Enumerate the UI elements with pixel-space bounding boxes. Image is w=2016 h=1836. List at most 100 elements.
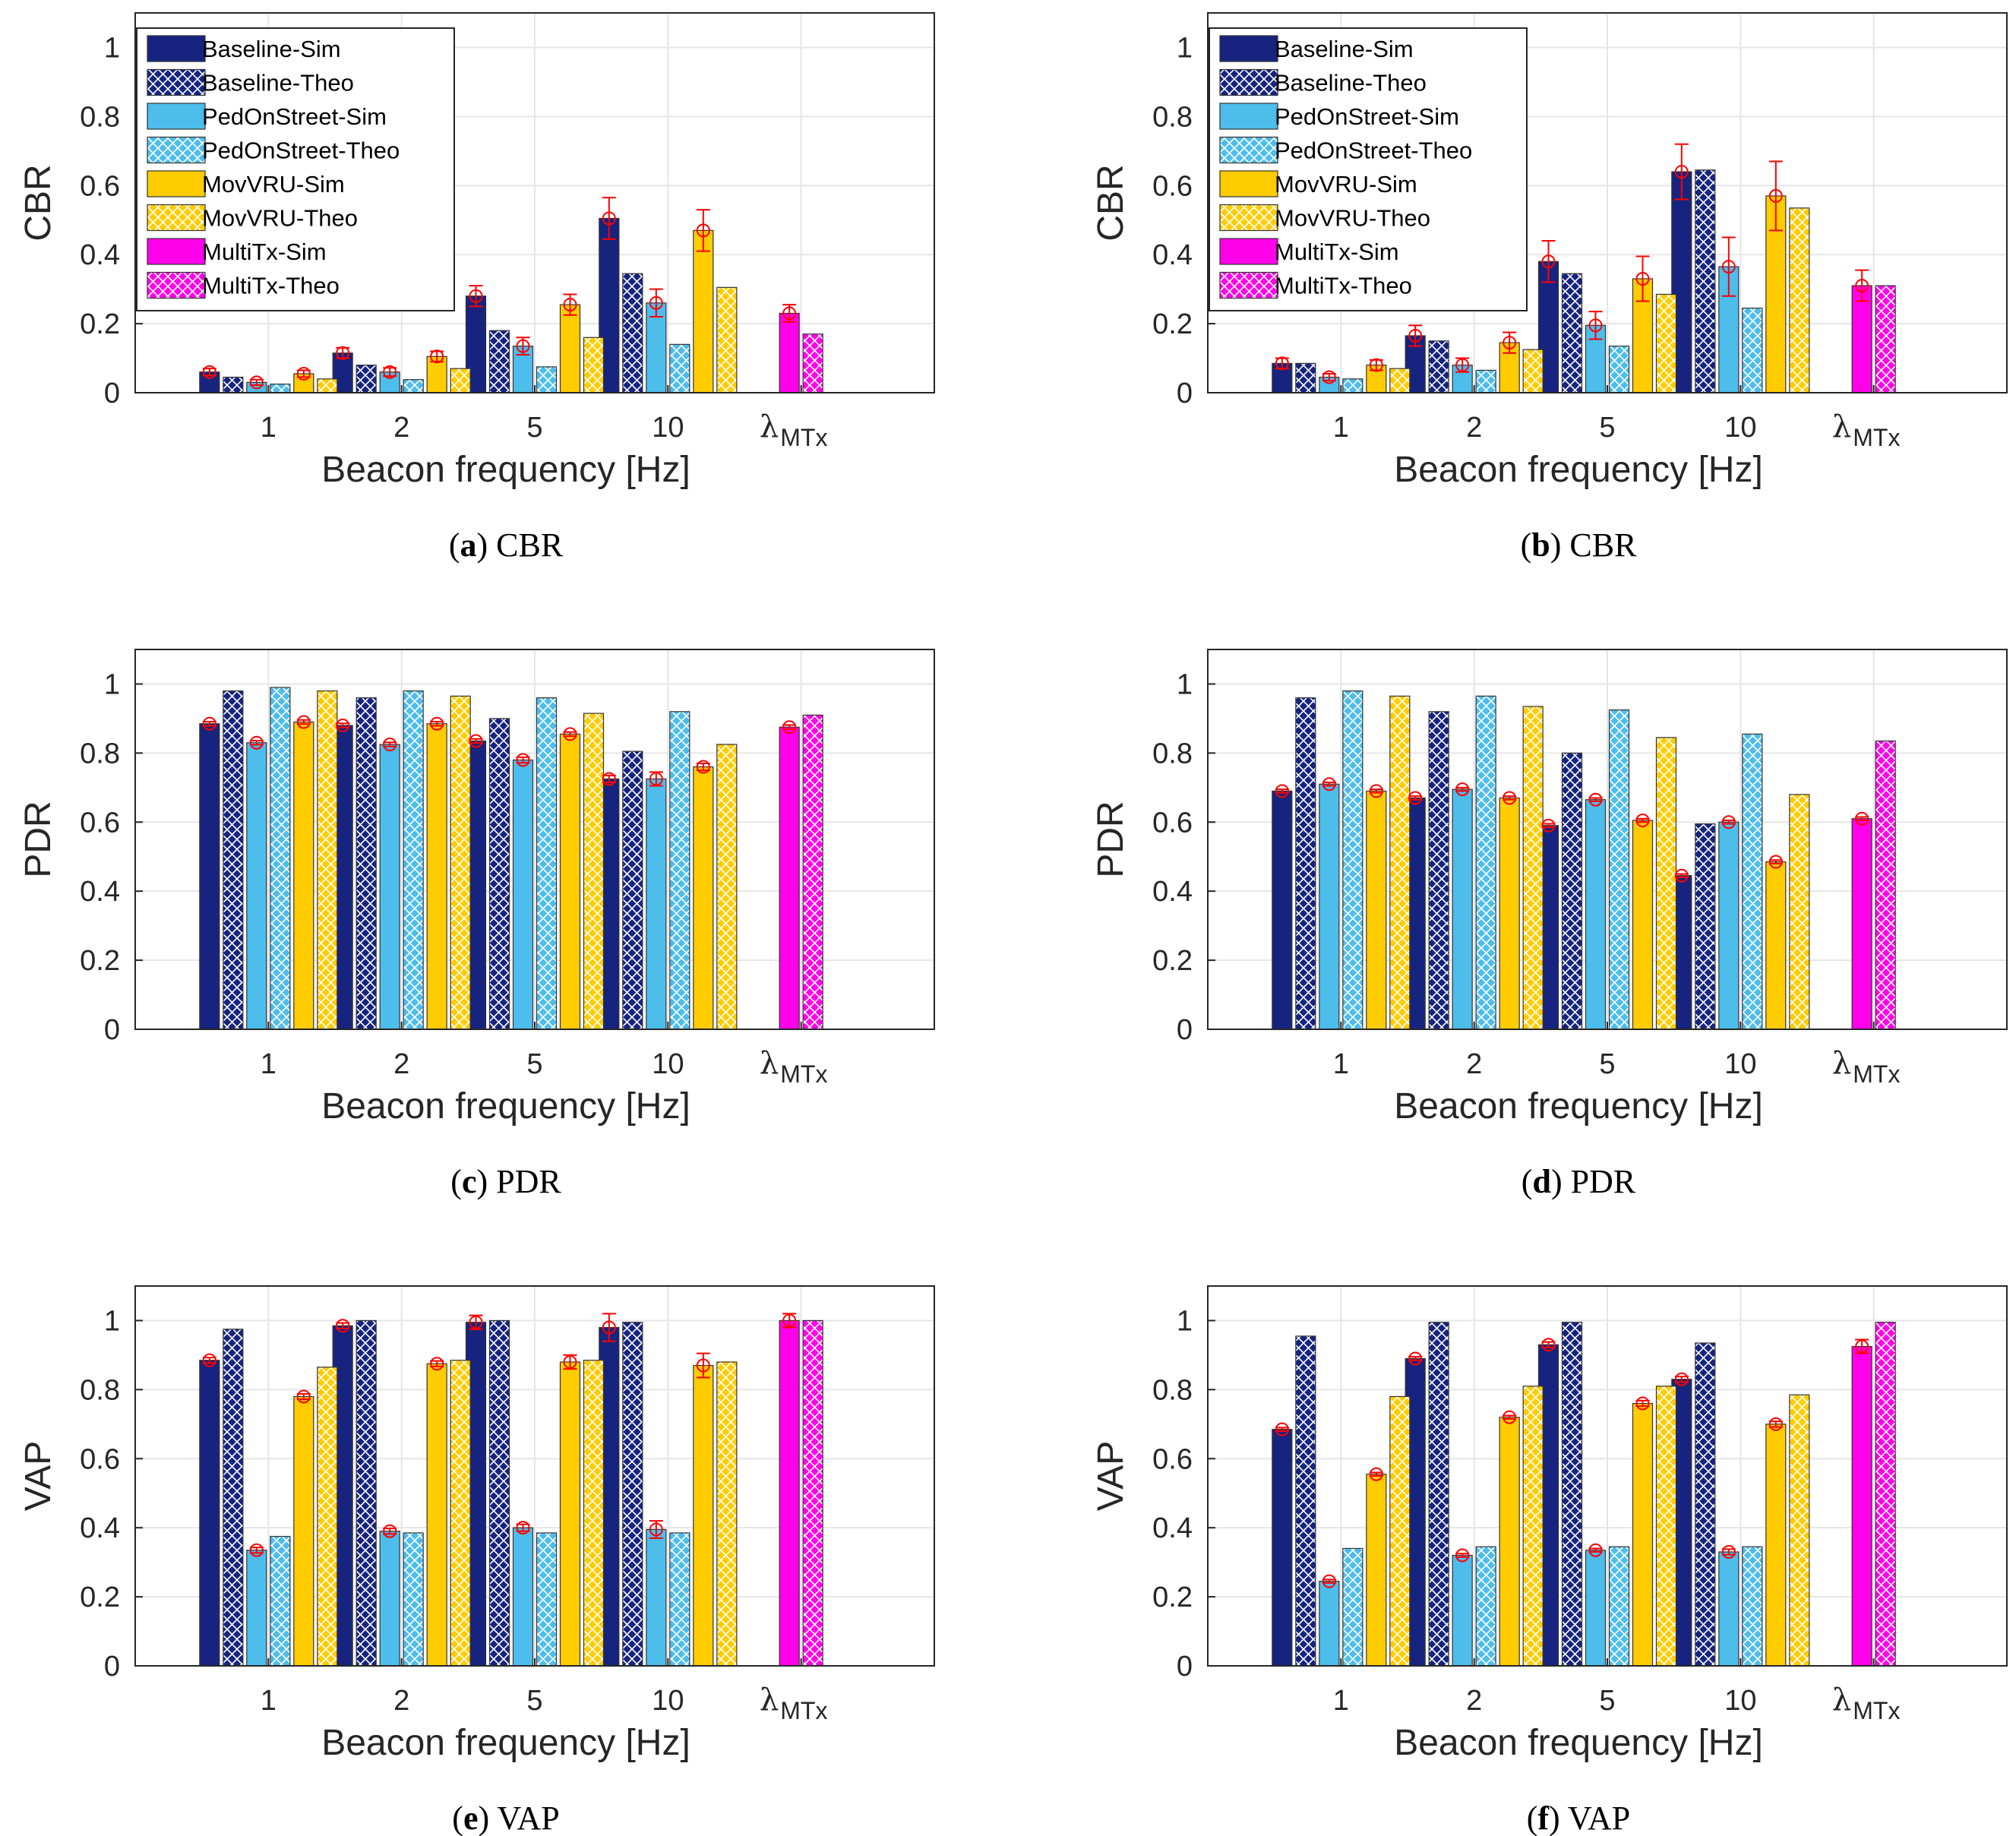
y-tick-label: 0.6 <box>1152 1443 1193 1475</box>
bar-pedonstreet-sim-3 <box>512 1527 534 1667</box>
bar-movvru-sim-4 <box>693 1364 714 1667</box>
legend-item-movvru-theo: MovVRU-Theo <box>147 204 358 232</box>
svg-text:MovVRU-Theo: MovVRU-Theo <box>202 205 358 232</box>
bar-movvru-theo-4 <box>716 286 738 393</box>
bar-pedonstreet-sim-3 <box>1585 799 1607 1030</box>
error-bar-baseline-sim-2 <box>1408 324 1423 347</box>
y-tick-label: 0.2 <box>80 945 120 977</box>
bar-multitx-sim-5 <box>779 312 800 393</box>
bar-pedonstreet-sim-2 <box>379 744 400 1030</box>
legend-item-multitx-sim: MultiTx-Sim <box>147 238 327 265</box>
axes-box <box>1207 12 2008 393</box>
bar-baseline-theo-4 <box>622 273 643 393</box>
error-bar-movvru-sim-1 <box>296 715 311 729</box>
svg-text:MultiTx-Theo: MultiTx-Theo <box>202 273 340 299</box>
y-tick-label: 0.6 <box>1152 170 1193 202</box>
error-bar-movvru-sim-3 <box>563 727 577 741</box>
bar-movvru-theo-4 <box>1789 207 1810 393</box>
x-tick-label: 2 <box>393 412 409 444</box>
error-bar-multitx-sim-5 <box>782 720 797 735</box>
svg-text:Baseline-Theo: Baseline-Theo <box>202 70 354 96</box>
bar-pedonstreet-theo-3 <box>536 366 558 393</box>
bar-pedonstreet-sim-2 <box>1452 1554 1473 1667</box>
y-tick-label: 0 <box>104 1651 120 1683</box>
legend: Baseline-Sim Baseline-Theo PedOnStreet-Sim… <box>1209 27 1528 311</box>
y-tick-label: 0.4 <box>1152 876 1193 908</box>
error-bar-baseline-sim-3 <box>1541 818 1556 833</box>
bar-movvru-theo-2 <box>1522 706 1544 1030</box>
bar-movvru-sim-3 <box>559 304 581 393</box>
error-bar-baseline-sim-3 <box>469 734 483 748</box>
y-tick-label: 1 <box>1177 1305 1193 1337</box>
error-bar-movvru-sim-3 <box>563 293 577 316</box>
error-bar-pedonstreet-sim-2 <box>1455 782 1470 797</box>
bar-baseline-theo-4 <box>1695 1342 1716 1667</box>
x-tick-label: 1 <box>1333 1048 1349 1080</box>
error-bar-movvru-sim-1 <box>296 367 311 381</box>
bar-movvru-sim-1 <box>1366 1474 1387 1667</box>
error-bar-multitx-sim-5 <box>782 304 797 323</box>
error-bar-movvru-sim-4 <box>696 760 710 774</box>
error-bar-baseline-sim-2 <box>336 719 350 732</box>
bar-movvru-sim-1 <box>293 721 314 1030</box>
svg-text:PedOnStreet-Sim: PedOnStreet-Sim <box>1275 103 1459 130</box>
error-bar-movvru-sim-4 <box>696 209 710 252</box>
error-bar-pedonstreet-sim-2 <box>1455 1548 1470 1563</box>
bar-movvru-theo-4 <box>716 744 738 1030</box>
bar-pedonstreet-theo-4 <box>1742 1546 1763 1667</box>
y-tick-label: 0 <box>1177 378 1193 409</box>
y-tick-label: 1 <box>104 1305 120 1337</box>
bar-pedonstreet-theo-1 <box>1342 1547 1363 1667</box>
legend-item-pedonstreet-sim: PedOnStreet-Sim <box>1219 103 1459 130</box>
x-tick-label: 5 <box>1599 1048 1615 1080</box>
bar-baseline-theo-1 <box>1295 697 1316 1030</box>
x-tick-label: 2 <box>393 1048 409 1080</box>
error-bar-baseline-sim-1 <box>202 716 216 731</box>
x-axis-label: Beacon frequency [Hz] <box>321 1086 690 1127</box>
bar-pedonstreet-sim-2 <box>1452 788 1473 1030</box>
bar-movvru-theo-1 <box>1389 695 1411 1030</box>
svg-text:PedOnStreet-Sim: PedOnStreet-Sim <box>202 103 387 130</box>
y-tick-label: 0.4 <box>80 876 120 908</box>
x-axis-label: Beacon frequency [Hz] <box>321 1723 690 1763</box>
axes-box <box>1207 1285 2008 1667</box>
bar-pedonstreet-sim-1 <box>1319 1581 1340 1667</box>
x-tick-label: 1 <box>1333 1685 1349 1717</box>
x-tick-label: 10 <box>1724 1048 1756 1080</box>
x-tick-label: 1 <box>261 1048 276 1080</box>
y-tick-label: 0 <box>1177 1651 1193 1683</box>
error-bar-baseline-sim-3 <box>469 285 483 308</box>
error-bar-movvru-sim-2 <box>1503 331 1517 354</box>
error-bar-movvru-sim-4 <box>1768 1417 1783 1431</box>
error-bar-pedonstreet-sim-1 <box>1322 1574 1336 1588</box>
bar-movvru-theo-1 <box>1389 368 1411 393</box>
bar-pedonstreet-theo-3 <box>1608 1546 1630 1667</box>
axes-box <box>1207 649 2008 1030</box>
error-bar-pedonstreet-sim-3 <box>1588 792 1603 807</box>
error-bar-pedonstreet-sim-1 <box>249 375 264 390</box>
error-bar-pedonstreet-sim-2 <box>383 738 397 751</box>
error-bar-pedonstreet-sim-2 <box>1455 357 1470 373</box>
bar-pedonstreet-theo-3 <box>1608 346 1630 393</box>
x-tick-label-lambda: λMTx <box>1832 1046 1901 1088</box>
error-bar-multitx-sim-5 <box>1855 1338 1869 1354</box>
x-tick-label: 5 <box>1599 1685 1615 1717</box>
y-tick-label: 1 <box>1177 668 1193 700</box>
svg-text:MovVRU-Sim: MovVRU-Sim <box>1275 171 1417 198</box>
bar-baseline-theo-2 <box>355 365 377 393</box>
bar-pedonstreet-theo-2 <box>403 690 424 1030</box>
chart-panel-b: 0 0.2 0.4 0.6 0.8 1 1 2 5 10 λMTx CBR Beacon frequen… <box>1091 12 2008 564</box>
y-tick-label: 0 <box>104 1014 120 1046</box>
bar-movvru-theo-4 <box>1789 1394 1810 1667</box>
bar-pedonstreet-theo-3 <box>536 1532 558 1667</box>
error-bar-movvru-sim-4 <box>696 1352 710 1379</box>
panel-caption: (a) CBR <box>449 526 564 564</box>
chart-panel-d: 0 0.2 0.4 0.6 0.8 1 1 2 5 10 λMTx PDR Beacon frequen… <box>1091 649 2008 1200</box>
x-tick-label: 10 <box>652 1685 684 1717</box>
svg-text:MultiTx-Sim: MultiTx-Sim <box>202 239 327 265</box>
x-tick-label-lambda: λMTx <box>760 409 828 451</box>
bar-multitx-theo-5 <box>802 1319 823 1667</box>
error-bar-pedonstreet-sim-3 <box>516 1521 530 1535</box>
y-tick-label: 1 <box>1177 32 1193 64</box>
